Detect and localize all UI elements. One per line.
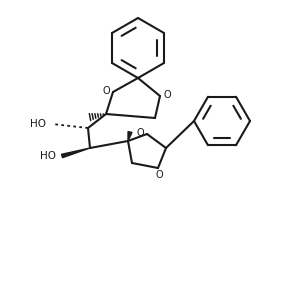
Text: O: O bbox=[163, 90, 171, 100]
Text: O: O bbox=[136, 128, 144, 138]
Text: HO: HO bbox=[40, 151, 56, 161]
Text: O: O bbox=[155, 170, 163, 180]
Text: O: O bbox=[102, 86, 110, 96]
Polygon shape bbox=[62, 148, 90, 158]
Text: HO: HO bbox=[30, 119, 46, 129]
Polygon shape bbox=[128, 131, 132, 141]
